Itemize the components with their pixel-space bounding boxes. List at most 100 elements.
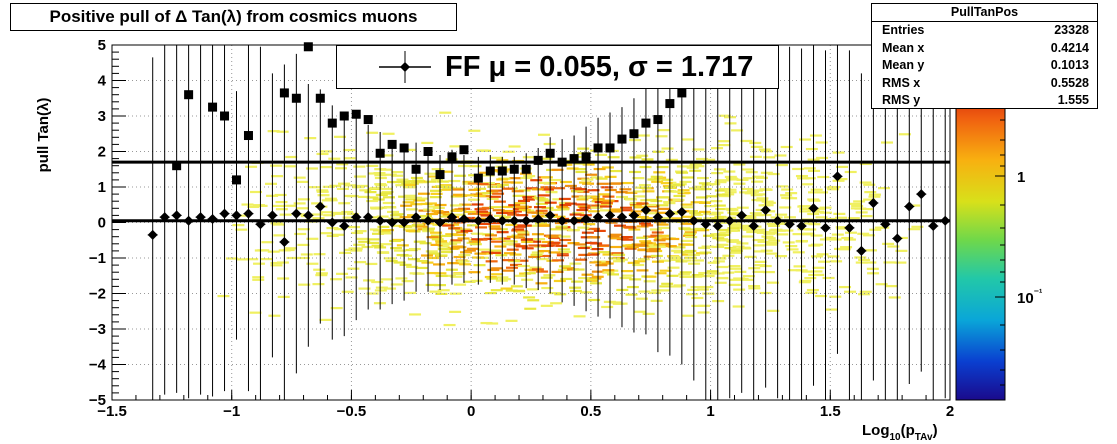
diamond-marker: [616, 212, 627, 223]
diamond-marker: [473, 215, 484, 226]
square-marker: [521, 164, 531, 174]
stats-row: Mean y 0.1013: [872, 57, 1097, 75]
diamond-marker: [399, 217, 410, 228]
y-tick-label: 5: [98, 37, 106, 54]
square-marker: [545, 148, 555, 158]
diamond-marker: [832, 171, 843, 182]
square-marker: [569, 154, 579, 164]
x-tick-label: 2: [946, 403, 954, 420]
y-tick-label: −5: [89, 392, 106, 409]
diamond-marker: [700, 219, 711, 230]
diamond-marker: [351, 212, 362, 223]
x-tick-label: −1: [223, 403, 240, 420]
diamond-marker: [760, 205, 771, 216]
stats-value: 0.1013: [1050, 58, 1089, 73]
diamond-marker: [509, 215, 520, 226]
square-marker: [208, 102, 218, 112]
x-tick-label: −0.5: [337, 403, 367, 420]
y-tick-label: 2: [98, 144, 106, 161]
square-marker: [617, 134, 627, 144]
diamond-marker: [207, 213, 218, 224]
y-tick-label: −3: [89, 321, 106, 338]
chart-title: Positive pull of Δ Tan(λ) from cosmics m…: [10, 3, 457, 31]
stats-value: 1.555: [1057, 93, 1089, 108]
stats-label: Entries: [882, 23, 925, 37]
y-tick-label: 3: [98, 108, 106, 125]
y-axis-label: pull Tan(λ): [35, 98, 52, 173]
diamond-marker: [557, 215, 568, 226]
diamond-marker: [796, 221, 807, 232]
square-marker: [172, 161, 182, 171]
legend-text: FF μ = 0.055, σ = 1.717: [445, 51, 754, 83]
diamond-marker: [820, 222, 831, 233]
diamond-marker: [676, 206, 687, 217]
square-marker: [435, 170, 445, 180]
stats-value: 23328: [1054, 23, 1089, 37]
diamond-marker: [183, 215, 194, 226]
diamond-marker: [255, 219, 266, 230]
diamond-marker: [916, 189, 927, 200]
x-tick-label: 1.5: [820, 403, 841, 420]
stats-label: RMS y: [882, 93, 921, 108]
diamond-marker: [652, 212, 663, 223]
diamond-marker: [521, 215, 532, 226]
stats-title: PullTanPos: [872, 4, 1097, 22]
square-marker: [279, 88, 289, 98]
stats-value: 0.5528: [1050, 75, 1089, 90]
colorbar-label-1: 1: [1017, 169, 1025, 186]
diamond-marker: [904, 201, 915, 212]
stats-row: Mean x 0.4214: [872, 40, 1097, 58]
square-marker: [232, 175, 242, 185]
stats-box: PullTanPos Entries 23328 Mean x 0.4214 Mean …: [871, 3, 1098, 109]
diamond-marker: [533, 213, 544, 224]
square-marker: [351, 109, 361, 119]
square-marker: [339, 111, 349, 121]
diamond-marker: [375, 215, 386, 226]
square-marker: [387, 139, 397, 149]
diamond-marker: [339, 221, 350, 232]
stats-row: Entries 23328: [872, 22, 1097, 40]
diamond-marker: [327, 217, 338, 228]
diamond-marker: [291, 208, 302, 219]
square-marker: [447, 152, 457, 162]
legend: FF μ = 0.055, σ = 1.717: [336, 45, 779, 89]
diamond-marker: [171, 210, 182, 221]
x-tick-label: 0: [467, 403, 475, 420]
diamond-marker: [844, 222, 855, 233]
diamond-marker: [581, 213, 592, 224]
diamond-marker: [808, 203, 819, 214]
square-marker: [677, 88, 687, 98]
diamond-marker: [605, 210, 616, 221]
stats-row: RMS x 0.5528: [872, 75, 1097, 93]
diamond-marker: [303, 210, 314, 221]
diamond-marker: [772, 215, 783, 226]
diamond-marker: [892, 233, 903, 244]
diamond-marker: [868, 197, 879, 208]
colorbar: [956, 80, 1005, 400]
diamond-marker: [446, 212, 457, 223]
square-marker: [581, 152, 591, 162]
diamond-marker: [736, 210, 747, 221]
square-marker: [315, 93, 325, 103]
diamond-marker: [243, 208, 254, 219]
diamond-marker: [940, 215, 951, 226]
diamond-marker: [458, 213, 469, 224]
square-marker: [473, 173, 483, 183]
square-marker: [533, 155, 543, 165]
stats-value: 0.4214: [1050, 40, 1089, 55]
square-marker: [184, 90, 194, 100]
diamond-marker: [784, 219, 795, 230]
square-marker: [557, 157, 567, 167]
diamond-marker: [279, 237, 290, 248]
square-marker: [327, 118, 337, 128]
square-marker: [593, 143, 603, 153]
diamond-marker: [315, 201, 326, 212]
square-marker: [303, 42, 313, 52]
square-marker: [243, 131, 253, 141]
square-marker: [629, 129, 639, 139]
diamond-marker: [267, 210, 278, 221]
diamond-marker: [411, 212, 422, 223]
y-tick-label: −1: [89, 250, 106, 267]
y-tick-label: −2: [89, 286, 106, 303]
